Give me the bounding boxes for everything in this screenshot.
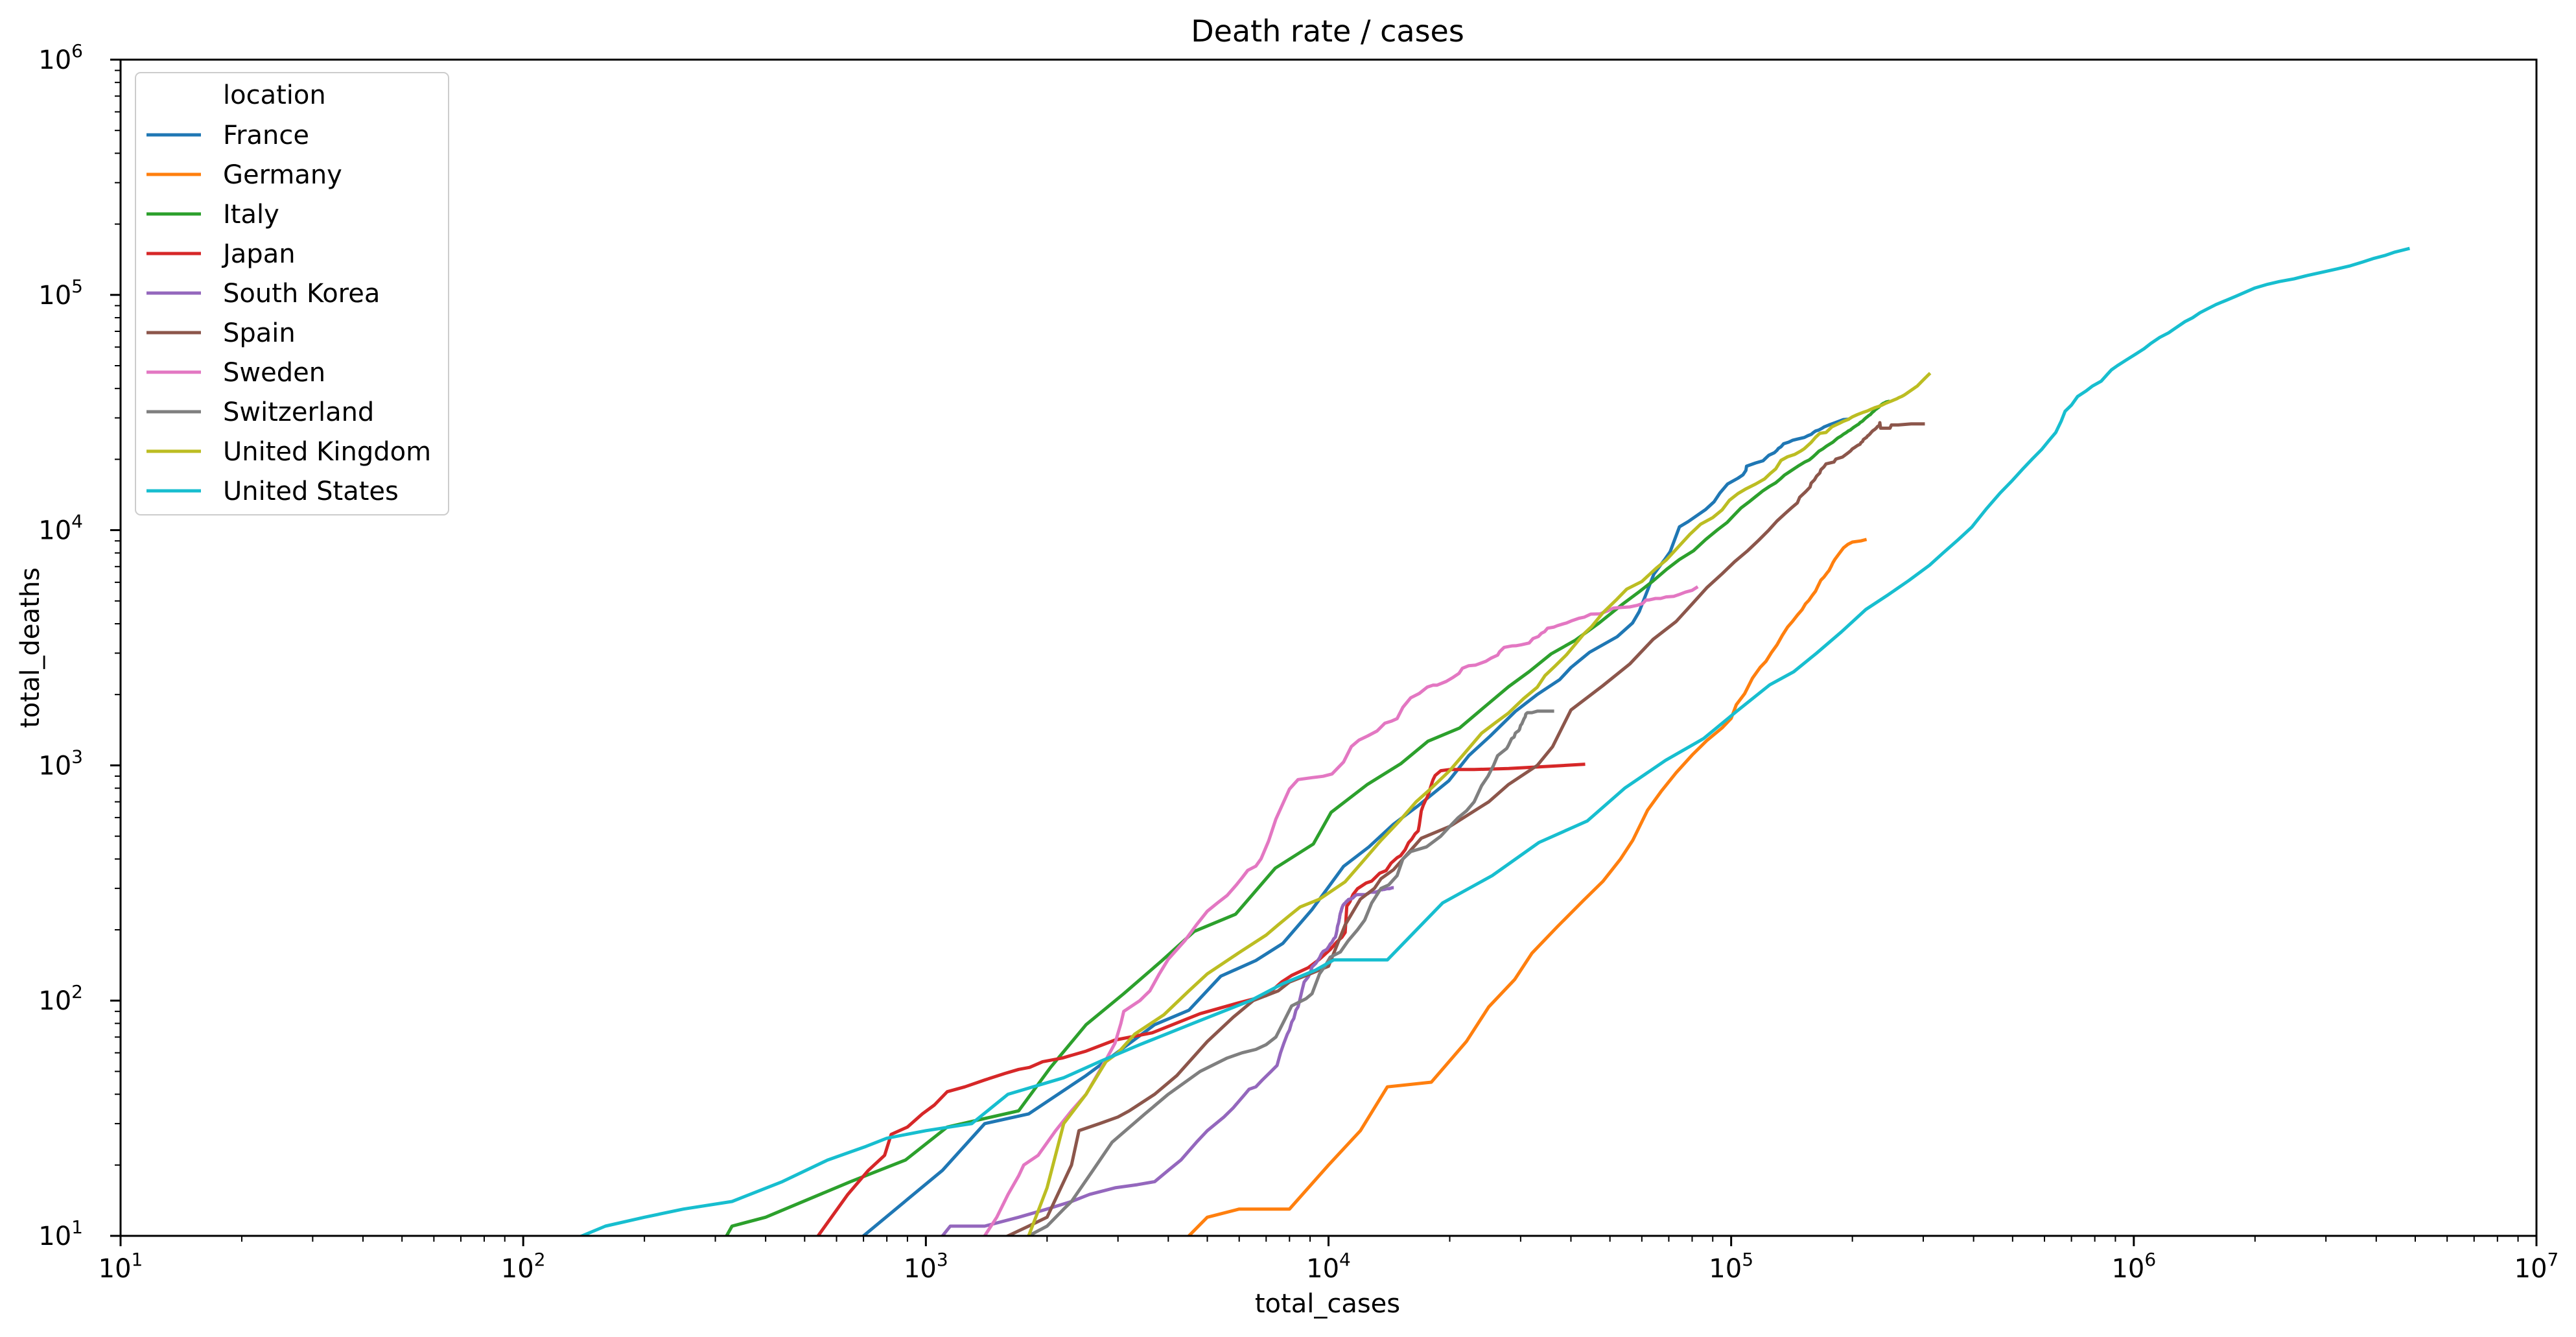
x-tick-exponent: 1 — [132, 1249, 143, 1270]
series-line-united-states — [580, 246, 2411, 1236]
legend-label-germany: Germany — [223, 160, 342, 190]
y-axis-label: total_deaths — [16, 567, 45, 728]
x-axis: 101 102 103 104 105 106 107 — [99, 1236, 2559, 1284]
y-tick-exponent: 4 — [71, 511, 83, 532]
x-tick-exponent: 3 — [937, 1249, 948, 1270]
legend-title: location — [223, 80, 326, 110]
legend-label-united-kingdom: United Kingdom — [223, 437, 431, 467]
series-line-switzerland — [1026, 709, 1554, 1236]
series-line-spain — [1005, 421, 1925, 1236]
x-tick-exponent: 2 — [534, 1249, 546, 1270]
y-tick-exponent: 1 — [71, 1216, 83, 1238]
series-layer — [580, 246, 2411, 1236]
y-tick-label: 103 — [38, 746, 83, 781]
series-line-japan — [816, 763, 1586, 1236]
legend-label-south-korea: South Korea — [223, 279, 380, 309]
series-line-germany — [1186, 538, 1868, 1236]
x-tick-exponent: 6 — [2144, 1249, 2156, 1270]
chart-title: Death rate / cases — [1191, 14, 1464, 49]
legend-label-japan: Japan — [221, 239, 296, 269]
legend-label-france: France — [223, 121, 309, 150]
series-line-france — [861, 417, 1850, 1236]
y-tick-label: 104 — [38, 511, 83, 546]
x-axis-label: total_cases — [1255, 1289, 1400, 1319]
legend-label-sweden: Sweden — [223, 358, 325, 388]
y-tick-exponent: 3 — [71, 746, 83, 767]
legend-box — [135, 72, 449, 515]
series-line-south-korea — [940, 886, 1394, 1236]
x-tick-exponent: 7 — [2547, 1249, 2559, 1270]
x-tick-exponent: 5 — [1742, 1249, 1753, 1270]
y-tick-exponent: 5 — [71, 276, 83, 297]
legend-label-spain: Spain — [223, 318, 296, 348]
legend-label-switzerland: Switzerland — [223, 397, 374, 427]
x-tick-label: 103 — [904, 1249, 948, 1284]
y-tick-exponent: 2 — [71, 981, 83, 1002]
legend: location France Germany Italy Japan South Ko… — [135, 72, 449, 515]
x-tick-exponent: 4 — [1339, 1249, 1351, 1270]
series-line-united-kingdom — [1027, 372, 1932, 1236]
y-tick-exponent: 6 — [71, 40, 83, 62]
legend-items: France Germany Italy Japan South Korea Spain S… — [146, 121, 431, 506]
legend-label-italy: Italy — [223, 200, 279, 230]
legend-label-united-states: United States — [223, 477, 399, 506]
